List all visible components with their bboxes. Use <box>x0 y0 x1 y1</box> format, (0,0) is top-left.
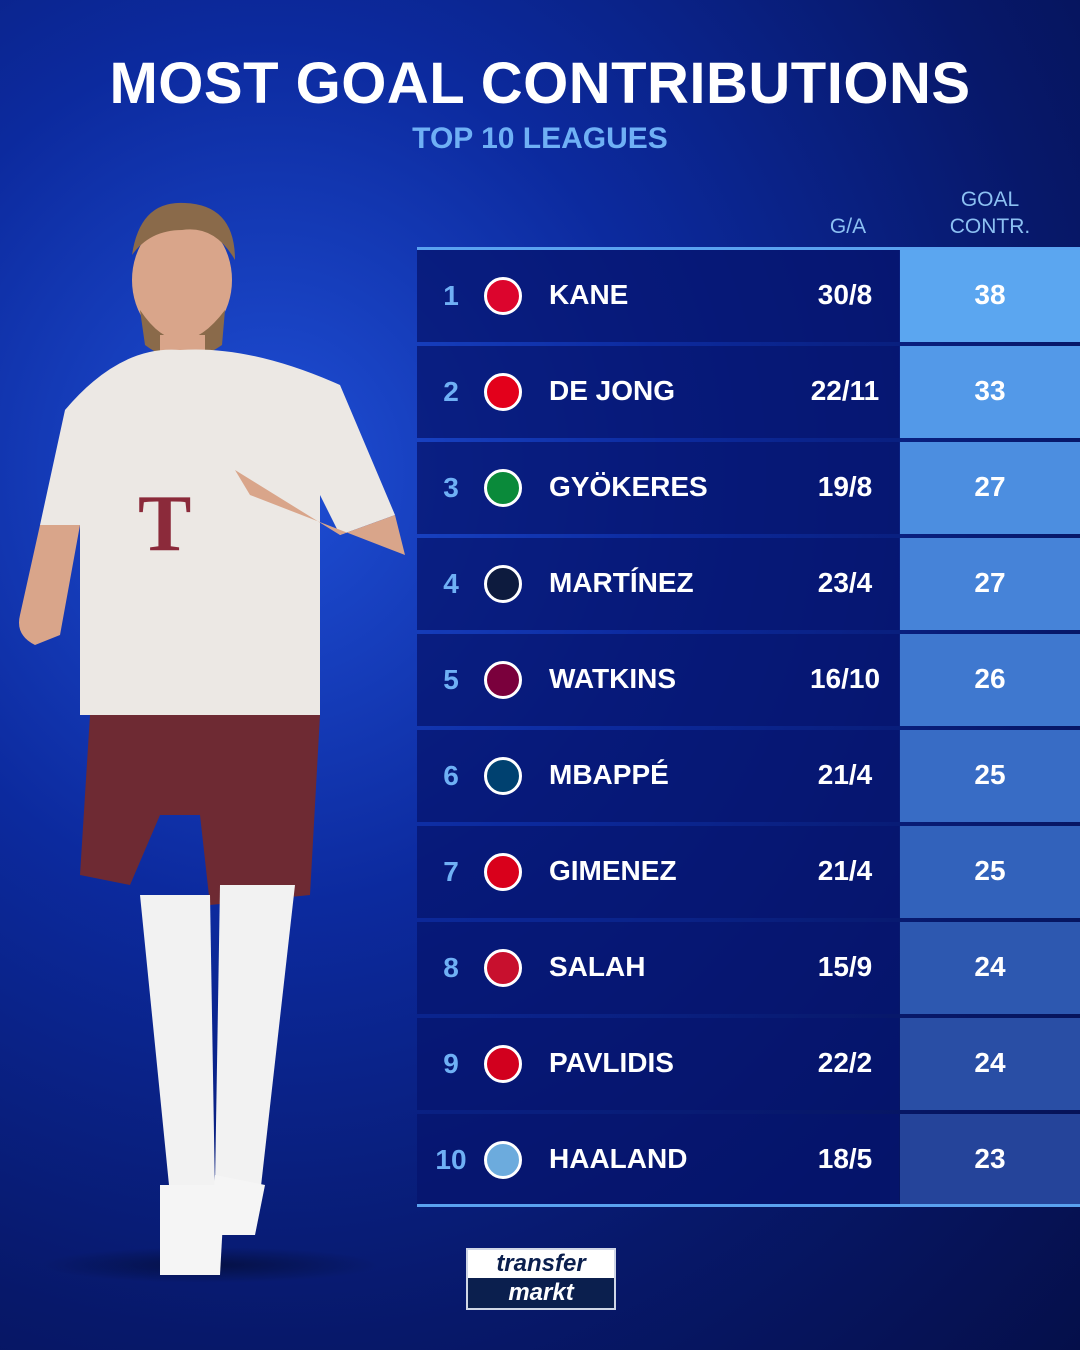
player-name: MARTÍNEZ <box>549 567 694 598</box>
rank: 5 <box>443 664 459 695</box>
player-name: WATKINS <box>549 663 677 694</box>
table-bottom-divider <box>417 1204 1080 1207</box>
contributions-cell: 25 <box>900 826 1080 918</box>
contributions-cell: 27 <box>900 538 1080 630</box>
rank: 3 <box>443 472 459 503</box>
rank: 6 <box>443 760 459 791</box>
psg-crest-icon <box>484 757 522 795</box>
rank: 2 <box>443 376 459 407</box>
goal-contributions: 23 <box>974 1143 1006 1174</box>
goals-assists: 21/4 <box>817 855 873 886</box>
player-photo: T <box>10 195 410 1285</box>
az-alkmaar-crest-icon <box>484 1045 522 1083</box>
goals-assists: 30/8 <box>817 279 873 310</box>
rank: 9 <box>443 1048 459 1079</box>
contributions-cell: 27 <box>900 442 1080 534</box>
column-header-line: GOAL <box>960 188 1020 211</box>
rank: 1 <box>443 280 459 311</box>
logo-text: markt <box>508 1279 574 1306</box>
sporting-cp-crest-icon <box>484 469 522 507</box>
table-row: 2 DE JONG 22/11 33 <box>417 346 1080 438</box>
goals-assists: 19/8 <box>817 471 873 502</box>
contributions-cell: 33 <box>900 346 1080 438</box>
goals-assists: 21/4 <box>817 759 873 790</box>
table-row: 10 HAALAND 18/5 23 <box>417 1114 1080 1206</box>
table-row: 8 SALAH 15/9 24 <box>417 922 1080 1014</box>
table-row: 7 GIMENEZ 21/4 25 <box>417 826 1080 918</box>
column-header-ga: G/A <box>829 215 867 238</box>
goal-contributions: 38 <box>974 279 1006 310</box>
row-main-cell: 6 MBAPPÉ 21/4 <box>417 730 899 822</box>
player-name: MBAPPÉ <box>549 759 669 790</box>
goals-assists: 22/11 <box>810 375 880 406</box>
bayern-munich-crest-icon <box>484 277 522 315</box>
goals-assists: 18/5 <box>817 1143 873 1174</box>
page-title: MOST GOAL CONTRIBUTIONS <box>109 51 971 116</box>
row-main-cell: 5 WATKINS 16/10 <box>417 634 899 726</box>
aston-villa-crest-icon <box>484 661 522 699</box>
goals-assists: 22/2 <box>817 1047 873 1078</box>
table-row: 4 MARTÍNEZ 23/4 27 <box>417 538 1080 630</box>
logo-text: transfer <box>468 1250 614 1278</box>
manchester-city-crest-icon <box>484 1141 522 1179</box>
player-name: GYÖKERES <box>549 471 708 502</box>
rank: 8 <box>443 952 459 983</box>
inter-crest-icon <box>484 565 522 603</box>
svg-text:T: T <box>138 480 191 568</box>
contributions-cell: 25 <box>900 730 1080 822</box>
goal-contributions: 25 <box>974 759 1006 790</box>
feyenoord-crest-icon <box>484 853 522 891</box>
goal-contributions: 24 <box>974 951 1006 982</box>
table-row: 9 PAVLIDIS 22/2 24 <box>417 1018 1080 1110</box>
goals-assists: 23/4 <box>817 567 873 598</box>
player-name: GIMENEZ <box>549 855 677 886</box>
rank: 4 <box>443 568 459 599</box>
player-name: KANE <box>549 279 629 310</box>
table-row: 3 GYÖKERES 19/8 27 <box>417 442 1080 534</box>
contributions-cell: 24 <box>900 922 1080 1014</box>
table-row: 1 KANE 30/8 38 <box>417 250 1080 342</box>
page-subtitle: TOP 10 LEAGUES <box>412 122 668 155</box>
goal-contributions: 25 <box>974 855 1006 886</box>
goal-contributions: 26 <box>974 663 1006 694</box>
row-main-cell: 9 PAVLIDIS 22/2 <box>417 1018 899 1110</box>
row-main-cell: 1 KANE 30/8 <box>417 250 899 342</box>
psv-crest-icon <box>484 373 522 411</box>
row-main-cell: 3 GYÖKERES 19/8 <box>417 442 899 534</box>
goals-assists: 16/10 <box>809 663 881 694</box>
goal-contributions: 24 <box>974 1047 1006 1078</box>
contributions-cell: 23 <box>900 1114 1080 1206</box>
contributions-cell: 24 <box>900 1018 1080 1110</box>
row-main-cell: 8 SALAH 15/9 <box>417 922 899 1014</box>
player-name: HAALAND <box>549 1143 688 1174</box>
goal-contributions: 27 <box>974 471 1006 502</box>
player-name: DE JONG <box>549 375 676 406</box>
row-main-cell: 2 DE JONG 22/11 <box>417 346 899 438</box>
table-row: 5 WATKINS 16/10 26 <box>417 634 1080 726</box>
goal-contributions: 33 <box>974 375 1006 406</box>
transfermarkt-logo: transfer markt <box>466 1248 616 1310</box>
rank: 7 <box>443 856 459 887</box>
contributions-cell: 38 <box>900 250 1080 342</box>
rank: 10 <box>435 1144 467 1175</box>
column-header-goal-contributions: GOAL CONTR. <box>930 186 1050 240</box>
player-name: SALAH <box>549 951 646 982</box>
goals-assists: 15/9 <box>817 951 873 982</box>
liverpool-crest-icon <box>484 949 522 987</box>
row-main-cell: 10 HAALAND 18/5 <box>417 1114 899 1206</box>
row-main-cell: 7 GIMENEZ 21/4 <box>417 826 899 918</box>
goal-contributions: 27 <box>974 567 1006 598</box>
row-main-cell: 4 MARTÍNEZ 23/4 <box>417 538 899 630</box>
column-header-line: CONTR. <box>949 215 1031 238</box>
player-name: PAVLIDIS <box>549 1047 674 1078</box>
table-row: 6 MBAPPÉ 21/4 25 <box>417 730 1080 822</box>
table-top-divider <box>417 247 1080 250</box>
contributions-cell: 26 <box>900 634 1080 726</box>
